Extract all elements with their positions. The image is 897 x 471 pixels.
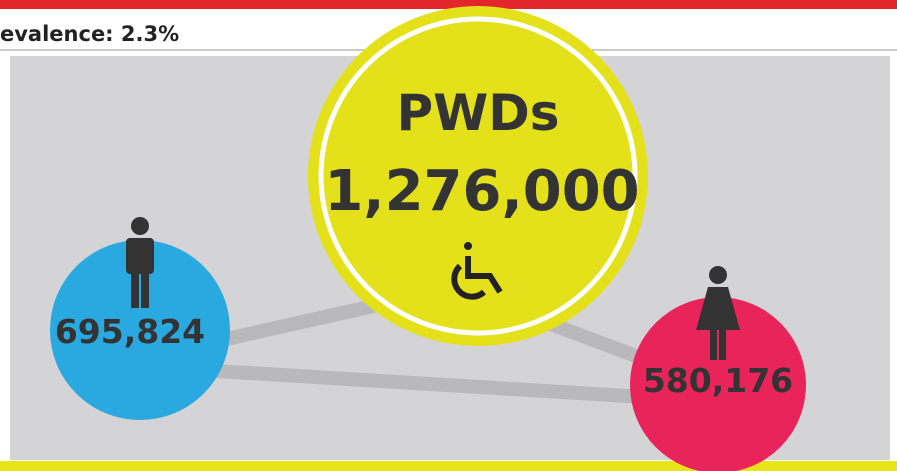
male-circle	[50, 240, 230, 420]
total-value: 1,276,000	[324, 159, 639, 224]
male-icon	[126, 217, 154, 308]
male-value: 695,824	[55, 312, 205, 351]
wheelchair-icon	[451, 242, 503, 300]
total-circle	[308, 6, 648, 346]
female-icon	[696, 266, 740, 360]
female-circle	[630, 297, 806, 471]
top-bar	[0, 0, 897, 9]
total-ring	[318, 16, 638, 336]
total-title: PWDs	[396, 84, 559, 142]
female-value: 580,176	[643, 361, 793, 400]
prevalence-label: evalence: 2.3%	[0, 22, 179, 46]
bottom-bar	[0, 461, 897, 471]
